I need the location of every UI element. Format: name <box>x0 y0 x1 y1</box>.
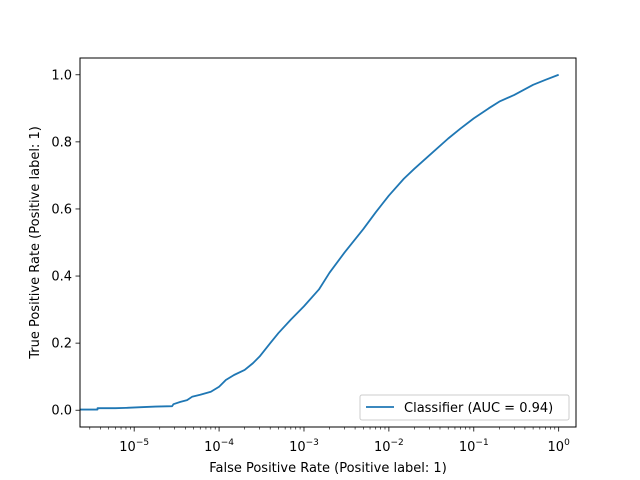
y-tick-label-4: 0.8 <box>51 135 72 150</box>
series-layer <box>80 73 559 411</box>
y-axis-label: True Positive Rate (Positive label: 1) <box>28 126 43 360</box>
legend-box <box>359 394 570 421</box>
x-tick-label-0: 10−5 <box>119 438 149 455</box>
plot-area <box>80 58 576 427</box>
legend-label-classifier: Classifier (AUC = 0.94) <box>404 401 553 416</box>
y-tick-label-0: 0.0 <box>51 404 72 419</box>
y-tick-label-1: 0.2 <box>51 337 72 352</box>
x-tick-label-4: 10−1 <box>459 438 489 455</box>
y-tick-label-3: 0.6 <box>51 202 72 217</box>
x-tick-label-5: 100 <box>548 438 571 455</box>
plot-frame <box>79 57 577 428</box>
legend: Classifier (AUC = 0.94) <box>359 394 570 421</box>
x-tick-label-1: 10−4 <box>204 438 234 455</box>
x-tick-label-3: 10−2 <box>374 438 404 455</box>
y-tick-label-5: 1.0 <box>51 68 72 83</box>
x-tick-label-2: 10−3 <box>289 438 319 455</box>
axis-ticks: 10−5 10−4 10−3 10−2 10−1 100 0.0 0.2 0.4 0.6 0.8 1.… <box>51 68 570 455</box>
series-line-0 <box>80 73 559 411</box>
x-axis-label: False Positive Rate (Positive label: 1) <box>209 461 447 476</box>
y-tick-label-2: 0.4 <box>51 270 72 285</box>
